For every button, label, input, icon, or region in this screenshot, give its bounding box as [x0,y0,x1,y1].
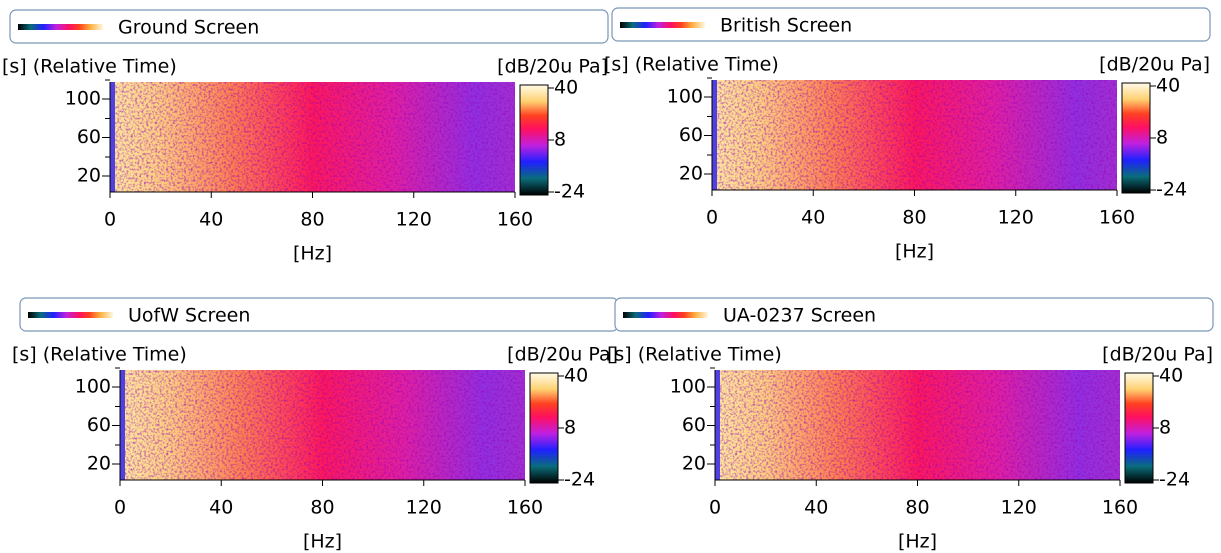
y-tick-label: 20 [77,165,101,187]
unit-label: [dB/20u Pa] [1102,344,1213,366]
colorbar-tick-label: 40 [1159,365,1183,387]
x-tick-label: 80 [310,497,334,519]
colorbar-tick-label: 8 [564,417,576,439]
spectrogram-texture [110,82,515,192]
spectrogram-edge [715,370,720,480]
spectrogram-texture [712,80,1117,190]
colormap-swatch [28,312,113,318]
y-axis-label: [s] (Relative Time) [2,56,177,78]
y-tick-label: 60 [682,414,706,436]
x-axis-label: [Hz] [898,531,937,553]
y-tick-label: 20 [679,163,703,185]
panel-title: UofW Screen [128,305,250,327]
colorbar [1121,82,1151,194]
x-tick-label: 0 [709,497,721,519]
panel-title: Ground Screen [118,17,259,39]
panel-title: British Screen [720,15,852,37]
colorbar-tick-label: 8 [1156,127,1168,149]
unit-label: [dB/20u Pa] [1099,54,1210,76]
colormap-swatch [623,312,708,318]
colorbar-tick-label: 8 [554,129,566,151]
panel-header [614,297,1214,332]
y-axis-label: [s] (Relative Time) [12,344,187,366]
y-tick-label: 100 [75,376,111,398]
x-tick-label: 40 [804,497,828,519]
y-tick-label: 20 [87,453,111,475]
x-tick-label: 160 [1099,207,1135,229]
spectrogram-texture [715,370,1120,480]
panel-title: UA-0237 Screen [723,305,876,327]
y-tick-label: 60 [87,414,111,436]
x-tick-label: 120 [406,497,442,519]
panel-header [9,9,609,44]
y-tick-label: 100 [65,88,101,110]
colorbar-tick-label: 40 [1156,75,1180,97]
colorbar-tick-label: 40 [564,365,588,387]
y-axis-label: [s] (Relative Time) [607,344,782,366]
x-tick-label: 40 [801,207,825,229]
unit-label: [dB/20u Pa] [497,56,608,78]
x-tick-label: 80 [902,207,926,229]
x-tick-label: 40 [199,209,223,231]
colormap-swatch [18,24,103,30]
colorbar-tick-label: 40 [554,77,578,99]
colorbar [519,84,549,196]
x-tick-label: 0 [114,497,126,519]
colorbar-tick-label: -24 [554,181,585,203]
x-axis-label: [Hz] [293,243,332,265]
colorbar-tick-label: -24 [1159,469,1190,491]
panel-header [611,7,1211,42]
y-tick-label: 20 [682,453,706,475]
colormap-swatch [620,22,705,28]
x-tick-label: 80 [300,209,324,231]
colorbar-tick-label: 8 [1159,417,1171,439]
x-axis-label: [Hz] [303,531,342,553]
x-tick-label: 0 [104,209,116,231]
y-tick-label: 60 [77,126,101,148]
spectrogram-texture [120,370,525,480]
x-tick-label: 0 [706,207,718,229]
x-tick-label: 120 [396,209,432,231]
x-tick-label: 120 [998,207,1034,229]
spectrogram-edge [120,370,125,480]
x-tick-label: 160 [1102,497,1138,519]
y-axis-label: [s] (Relative Time) [604,54,779,76]
colorbar [529,372,559,484]
y-tick-label: 100 [670,376,706,398]
x-tick-label: 40 [209,497,233,519]
spectrogram-edge [110,82,115,192]
y-tick-label: 100 [667,86,703,108]
x-tick-label: 80 [905,497,929,519]
x-tick-label: 120 [1001,497,1037,519]
colorbar-tick-label: -24 [564,469,595,491]
unit-label: [dB/20u Pa] [507,344,618,366]
x-tick-label: 160 [497,209,533,231]
spectrogram-edge [712,80,717,190]
y-tick-label: 60 [679,124,703,146]
x-axis-label: [Hz] [895,241,934,263]
x-tick-label: 160 [507,497,543,519]
colorbar [1124,372,1154,484]
colorbar-tick-label: -24 [1156,179,1187,201]
